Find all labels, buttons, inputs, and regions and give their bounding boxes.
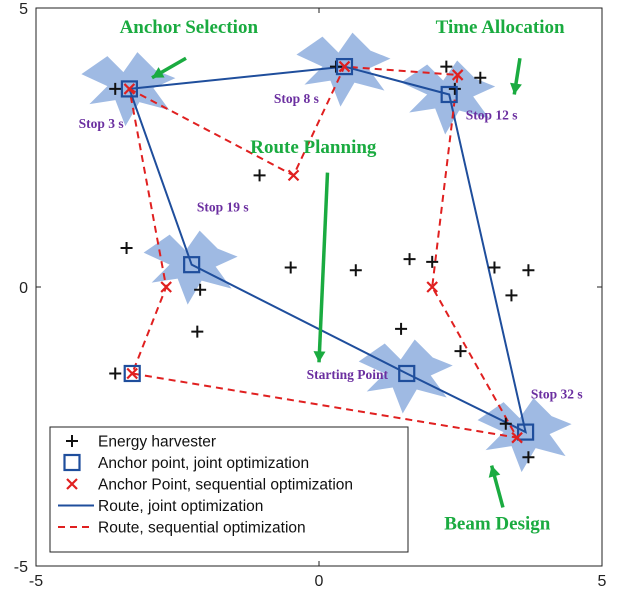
annotation-arrow-3 [317,172,330,363]
legend-label-5: Route, sequential optimization [98,520,306,537]
annotation-arrowhead-3 [313,351,326,363]
annotation-label-2: Time Allocation [436,17,565,38]
anchor-sequential-point-2 [287,169,300,182]
anchor-joint-point-7 [123,364,141,383]
harvester-point-14 [448,82,461,95]
stop-label-5: Starting Point [307,367,389,382]
anchor-sequential-point-8 [160,281,172,293]
beam-pattern-6 [477,398,572,473]
anchor-joint-point-4 [516,423,535,441]
anchor-sequential-point-7 [126,367,138,380]
legend-marker-joint-anchor [63,453,81,472]
harvester-point-5 [109,367,122,380]
harvester-point-19 [522,264,535,277]
legend-marker-harvester [66,435,78,447]
legend-label-1: Energy harvester [98,434,216,451]
harvester-point-21 [522,451,535,464]
x-tick-label-5: 5 [598,573,607,590]
x-tick-label--5: -5 [29,573,43,590]
anchor-joint-point-2 [335,57,354,76]
harvester-point-9 [349,264,362,277]
annotation-label-4: Beam Design [444,514,551,535]
y-tick-label-0: 0 [19,280,28,297]
labels: Stop 3 s Stop 8 s Stop 12 s Stop 19 s Starti… [79,17,583,535]
beam-pattern-4 [143,230,238,305]
harvester-point-13 [440,60,453,73]
stop-label-6: Stop 32 s [531,387,583,402]
anchor-sequential-point-1 [123,83,136,95]
legend-label-3: Anchor Point, sequential optimization [98,477,353,494]
y-tick-label-5: 5 [19,1,28,18]
harvester-point-4 [191,325,204,338]
annotation-label-3: Route Planning [250,137,377,158]
harvester-point-16 [474,71,487,84]
axis-ticks: -5 0 5 -5 0 5 [14,1,607,590]
legend-label-4: Route, joint optimization [98,498,263,515]
anchor-joint-point-5 [398,364,416,383]
annotation-arrowhead-1 [152,67,165,78]
harvester-point-15 [454,345,467,358]
harvester-point-6 [253,169,266,182]
x-tick-label-0: 0 [315,573,324,590]
beam-pattern-3 [401,60,496,135]
legend-marker-sequential-anchor [66,478,78,490]
anchor-joint-point-6 [183,256,201,274]
harvester-point-11 [403,253,416,266]
harvester-point-17 [488,261,501,274]
annotation-label-1: Anchor Selection [120,17,259,38]
anchor-joint-point-1 [120,80,138,98]
markers [109,57,535,464]
annotation-arrowhead-2 [510,82,522,95]
harvester-point-2 [120,241,133,254]
harvester-point-3 [194,283,207,296]
anchor-sequential-point-4 [451,69,464,81]
annotation-arrowhead-4 [488,465,501,478]
stop-label-2: Stop 8 s [274,91,319,106]
stop-label-3: Stop 12 s [466,108,518,123]
legend-box [49,426,409,553]
anchor-sequential-point-6 [511,431,523,444]
beam-pattern-5 [358,339,453,414]
harvester-point-10 [395,322,408,335]
anchor-sequential-point-3 [338,60,351,73]
harvester-point-18 [505,289,518,302]
stop-label-4: Stop 19 s [197,200,249,215]
harvester-point-7 [284,261,297,274]
legend-label-2: Anchor point, joint optimization [98,455,309,472]
harvester-point-20 [499,417,512,430]
anchor-sequential-point-5 [426,281,438,293]
legend: Energy harvester Anchor point, joint opti… [49,426,409,553]
harvester-point-1 [109,82,122,95]
harvester-point-12 [426,255,439,268]
y-tick-label--5: -5 [14,559,28,576]
stop-label-1: Stop 3 s [79,116,124,131]
anchor-joint-point-3 [440,85,458,104]
